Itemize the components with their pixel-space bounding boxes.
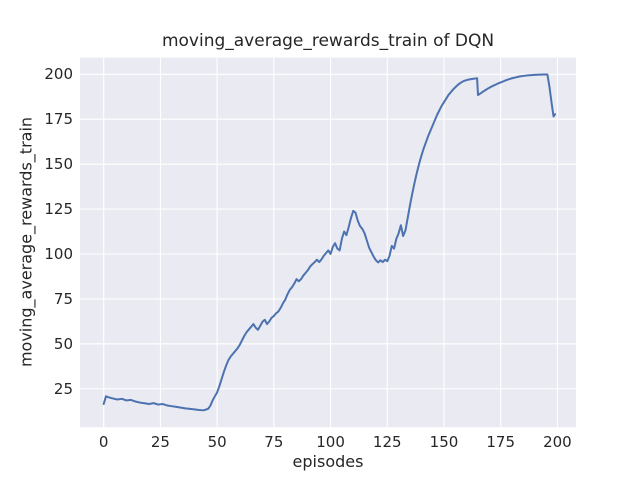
y-tick-label: 175 bbox=[44, 110, 73, 129]
y-tick-label: 125 bbox=[44, 200, 73, 219]
x-tick-label: 0 bbox=[98, 433, 109, 451]
x-tick-label: 150 bbox=[429, 433, 459, 451]
y-tick-label: 150 bbox=[44, 155, 73, 174]
x-tick-label: 100 bbox=[316, 433, 345, 451]
y-tick-label: 25 bbox=[53, 379, 73, 398]
grid-lines bbox=[80, 57, 576, 428]
x-axis-label: episodes bbox=[292, 452, 364, 471]
x-tick-label: 50 bbox=[207, 433, 227, 451]
x-tick-label: 175 bbox=[486, 433, 515, 451]
x-tick-label: 25 bbox=[150, 433, 170, 451]
y-axis-label: moving_average_rewards_train bbox=[16, 116, 36, 368]
x-tick-label: 75 bbox=[264, 433, 284, 451]
y-tick-label: 100 bbox=[44, 244, 73, 263]
x-tick-label: 200 bbox=[543, 433, 572, 451]
y-tick-label: 50 bbox=[53, 334, 73, 353]
y-tick-label: 200 bbox=[44, 65, 73, 84]
reward-line bbox=[102, 73, 557, 412]
x-tick-label: 125 bbox=[372, 433, 402, 451]
y-tick-label: 75 bbox=[53, 289, 73, 308]
plot-area bbox=[80, 57, 576, 428]
chart-title: moving_average_rewards_train of DQN bbox=[161, 31, 495, 51]
